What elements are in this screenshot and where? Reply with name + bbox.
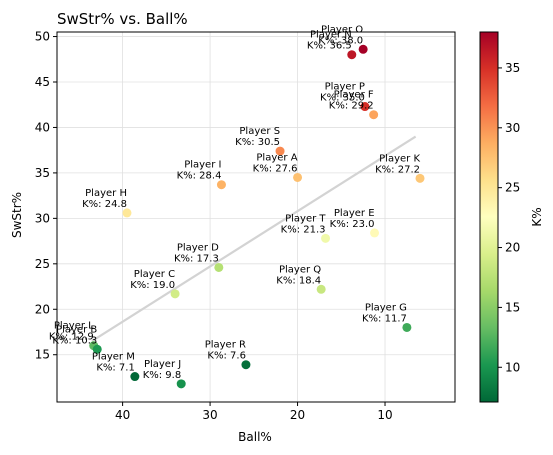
x-tick-label: 30	[202, 408, 217, 422]
data-point	[402, 322, 412, 332]
data-point	[347, 50, 357, 60]
y-tick-label: 35	[35, 166, 50, 180]
data-point	[321, 233, 331, 243]
trend-line	[91, 135, 417, 343]
point-label: Player S K%: 30.5	[235, 126, 280, 148]
data-point	[415, 173, 425, 183]
data-point	[241, 360, 251, 370]
point-label: Player A K%: 27.6	[253, 152, 298, 174]
colorbar-tick-label: 15	[505, 300, 520, 314]
data-point	[122, 208, 132, 218]
point-label: Player B K%: 10.3	[52, 324, 97, 346]
point-label: Player R K%: 7.6	[205, 340, 246, 362]
x-tick-label: 10	[377, 408, 392, 422]
y-tick-label: 40	[35, 120, 50, 134]
data-point	[214, 262, 224, 272]
data-point	[360, 102, 370, 112]
colorbar-tick-label: 35	[505, 61, 520, 75]
point-label: Player H K%: 24.8	[82, 188, 127, 210]
point-label: Player F K%: 29.2	[329, 90, 374, 112]
grid	[57, 32, 455, 402]
y-tick-label: 50	[35, 30, 50, 44]
data-point	[92, 344, 102, 354]
plot-frame	[56, 31, 456, 403]
point-label: Player I K%: 28.4	[177, 160, 222, 182]
data-point	[358, 44, 368, 54]
y-tick-label: 30	[35, 211, 50, 225]
point-label: Player N K%: 36.5	[307, 30, 352, 52]
x-axis-label: Ball%	[238, 430, 272, 444]
point-label: Player K K%: 27.2	[375, 153, 420, 175]
point-label: Player L K%: 12.9	[49, 321, 94, 343]
colorbar-tick-label: 30	[505, 121, 520, 135]
data-point	[216, 180, 226, 190]
data-point	[370, 228, 380, 238]
colorbar-tick-label: 20	[505, 241, 520, 255]
data-point	[130, 372, 140, 382]
colorbar	[479, 31, 499, 403]
data-point	[176, 379, 186, 389]
y-tick-label: 20	[35, 302, 50, 316]
y-tick-label: 25	[35, 257, 50, 271]
colorbar-ticks: 10 15 20 25 30 35	[498, 61, 520, 374]
colorbar-label: K%	[530, 207, 544, 226]
point-label: Player G K%: 11.7	[362, 302, 407, 324]
x-tick-label: 20	[290, 408, 305, 422]
point-label: Player Q K%: 18.4	[276, 264, 321, 286]
data-point	[170, 289, 180, 299]
colorbar-tick-label: 10	[505, 360, 520, 374]
point-label: Player P K%: 35.0	[320, 82, 365, 104]
y-axis-label: SwStr%	[10, 192, 24, 238]
point-label: Player J K%: 9.8	[143, 359, 182, 381]
x-axis-ticks: 40 30 20 10	[115, 402, 393, 422]
data-point	[275, 146, 285, 156]
data-point	[293, 172, 303, 182]
points	[89, 44, 425, 389]
y-tick-label: 45	[35, 75, 50, 89]
chart-title: SwStr% vs. Ball%	[57, 10, 188, 28]
x-tick-label: 40	[115, 408, 130, 422]
data-point	[369, 110, 379, 120]
y-tick-label: 15	[35, 348, 50, 362]
data-point	[316, 284, 326, 294]
point-label: Player T K%: 21.3	[281, 213, 327, 235]
point-label: Player M K%: 7.1	[92, 352, 135, 374]
colorbar-tick-label: 25	[505, 181, 520, 195]
point-label: Player C K%: 19.0	[130, 269, 175, 291]
point-label: Player O K%: 38.0	[318, 24, 363, 46]
point-label: Player D K%: 17.3	[174, 242, 219, 264]
y-axis-ticks: 15 20 25 30 35 40 45 50	[35, 30, 57, 362]
point-label: Player E K%: 23.0	[330, 208, 375, 230]
